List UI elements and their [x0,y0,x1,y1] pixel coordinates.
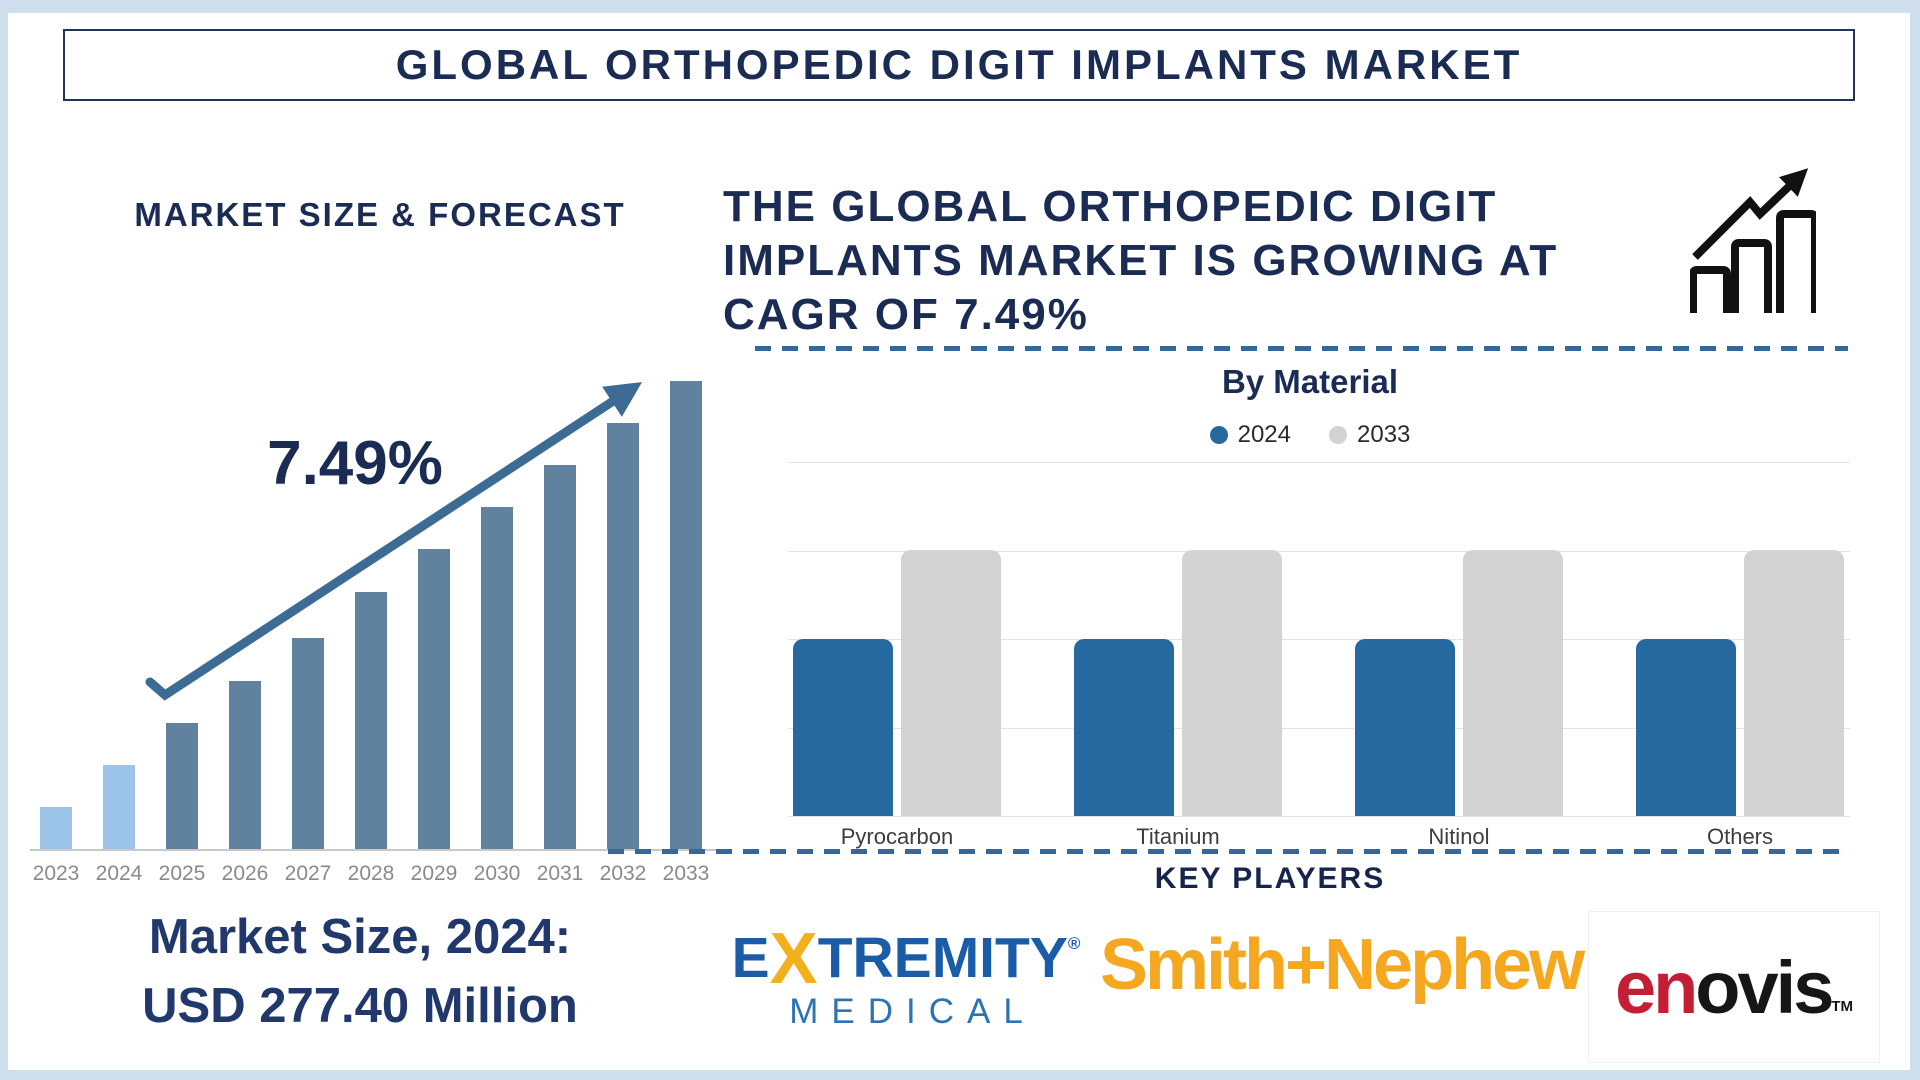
trademark-icon: TM [1831,997,1854,1015]
forecast-bar-2026 [229,681,261,849]
material-category-label: Others [1706,824,1774,849]
forecast-year-labels: 2023 2024 2025 2026 2027 2028 2029 2030 2031 2032… [30,862,725,892]
legend-item-2033: 2033 [1329,421,1410,449]
page-title: GLOBAL ORTHOPEDIC DIGIT IMPLANTS MARKET [395,41,1523,88]
material-legend: 2024 2033 [1010,421,1610,449]
forecast-year-label: 2031 [536,862,584,885]
by-material-title: By Material [1221,363,1399,400]
forecast-bar-2030 [481,507,513,849]
legend-dot-icon [1209,426,1228,444]
title-banner: GLOBAL ORTHOPEDIC DIGIT IMPLANTS MARKET [63,29,1855,101]
material-bar-2033-pyrocarbon [901,550,1001,816]
material-bar-2024-others [1636,639,1736,816]
market-size-line2: USD 277.40 Million [142,978,578,1033]
enovis-logo-card: enovisTM [1589,912,1879,1062]
enovis-red-part: en [1614,945,1698,1029]
medical-wordmark: MEDICAL [789,992,1036,1031]
market-size-line1: Market Size, 2024: [148,910,572,964]
extremity-wordmark: EXTREMITY® [700,914,1112,995]
forecast-bar-2025 [166,723,198,849]
forecast-bar-2024 [103,765,135,849]
gridline [788,551,1850,552]
market-size-callout: Market Size, 2024: USD 277.40 Million [70,903,650,1040]
legend-dot-icon [1329,426,1347,444]
material-bar-2033-nitinol [1463,550,1563,816]
forecast-year-label: 2026 [221,862,269,885]
legend-item-2024: 2024 [1209,421,1291,449]
forecast-bar-2023 [40,807,72,849]
gridline [788,728,1850,729]
material-category-label: Titanium [1136,824,1220,849]
smith-nephew-logo: Smith+Nephew [1100,925,1585,1005]
material-category-label: Pyrocarbon [840,824,954,849]
material-bar-2033-titanium [1182,550,1282,816]
forecast-year-label: 2032 [599,862,647,885]
trend-arrow-icon [145,382,643,701]
forecast-section-title: MARKET SIZE & FORECAST [134,196,626,233]
extremity-medical-logo: EXTREMITY® MEDICAL [700,914,1112,1032]
growth-headline-line1: THE GLOBAL ORTHOPEDIC DIGIT [723,182,1498,231]
forecast-year-label: 2024 [95,862,143,885]
enovis-dark-part: ovis [1695,945,1834,1029]
legend-label: 2033 [1357,421,1411,448]
dashed-divider-top [755,346,1848,351]
enovis-wordmark: enovisTM [1615,945,1853,1030]
dashed-divider-bottom [608,849,1850,854]
extremity-tremity: TREMITY [817,926,1068,990]
cagr-value-label: 7.49% [267,429,443,498]
content-background [8,13,1910,1070]
gridline [788,462,1850,463]
forecast-year-label: 2030 [473,862,521,885]
forecast-bar-2032 [607,423,639,849]
forecast-bar-2031 [544,465,576,849]
forecast-year-label: 2028 [347,862,395,885]
forecast-bar-2028 [355,592,387,849]
extremity-e: E [731,926,770,990]
forecast-year-label: 2027 [284,862,332,885]
material-category-label: Nitinol [1428,824,1490,849]
forecast-bar-2027 [292,638,324,849]
gridline [788,639,1850,640]
material-chart: Pyrocarbon Titanium Nitinol Others [788,462,1850,849]
forecast-chart [30,370,725,851]
growth-headline-line2: IMPLANTS MARKET IS GROWING AT [723,236,1559,285]
forecast-year-label: 2033 [662,862,710,885]
material-bar-2024-titanium [1074,639,1174,816]
key-players-title: KEY PLAYERS [1154,862,1386,895]
extremity-x: X [769,919,818,999]
material-bar-2033-others [1744,550,1844,816]
forecast-bar-2033 [670,381,702,849]
material-bar-2024-nitinol [1355,639,1455,816]
legend-label: 2024 [1237,421,1291,448]
registered-mark-icon: ® [1067,934,1081,953]
forecast-year-label: 2029 [410,862,458,885]
material-bar-2024-pyrocarbon [793,639,893,816]
growth-chart-icon [1690,168,1816,313]
forecast-bar-2029 [418,549,450,849]
growth-headline-line3: CAGR OF 7.49% [723,290,1089,339]
forecast-year-label: 2023 [32,862,80,885]
growth-headline: THE GLOBAL ORTHOPEDIC DIGIT IMPLANTS MAR… [723,180,1583,342]
gridline [788,816,1850,817]
forecast-year-label: 2025 [158,862,206,885]
